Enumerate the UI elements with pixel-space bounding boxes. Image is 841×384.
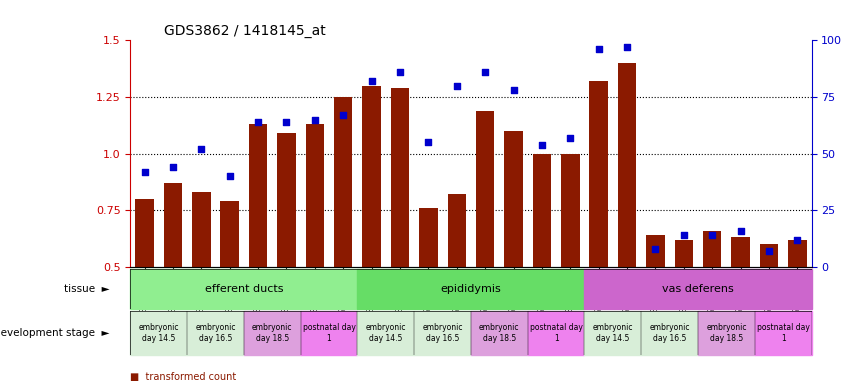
- Text: efferent ducts: efferent ducts: [204, 284, 283, 294]
- Bar: [305, 124, 324, 267]
- Point: [762, 248, 775, 254]
- Bar: [505, 131, 523, 267]
- Text: GDS3862 / 1418145_at: GDS3862 / 1418145_at: [164, 24, 326, 38]
- Bar: [135, 199, 154, 267]
- Bar: [759, 244, 778, 267]
- Text: development stage  ►: development stage ►: [0, 328, 109, 338]
- Text: postnatal day
1: postnatal day 1: [530, 323, 583, 343]
- Text: embryonic
day 14.5: embryonic day 14.5: [139, 323, 179, 343]
- Bar: [249, 124, 267, 267]
- Bar: [447, 194, 466, 267]
- Point: [336, 112, 350, 118]
- Text: embryonic
day 14.5: embryonic day 14.5: [366, 323, 406, 343]
- Bar: [703, 231, 722, 267]
- Point: [706, 232, 719, 238]
- Bar: [476, 111, 495, 267]
- Point: [535, 141, 548, 147]
- Bar: [646, 235, 664, 267]
- Point: [677, 232, 690, 238]
- Bar: [641, 311, 698, 355]
- Bar: [698, 311, 755, 355]
- Text: embryonic
day 16.5: embryonic day 16.5: [649, 323, 690, 343]
- Bar: [532, 154, 551, 267]
- Point: [308, 117, 321, 123]
- Bar: [590, 81, 608, 267]
- Point: [648, 246, 662, 252]
- Bar: [278, 133, 296, 267]
- Text: postnatal day
1: postnatal day 1: [303, 323, 356, 343]
- Point: [365, 78, 378, 84]
- Bar: [528, 311, 584, 355]
- Bar: [561, 154, 579, 267]
- Bar: [300, 311, 357, 355]
- Point: [479, 69, 492, 75]
- Point: [194, 146, 208, 152]
- Bar: [187, 311, 244, 355]
- Point: [280, 119, 294, 125]
- Text: tissue  ►: tissue ►: [64, 284, 109, 294]
- Bar: [244, 311, 300, 355]
- Point: [791, 237, 804, 243]
- Text: postnatal day
1: postnatal day 1: [757, 323, 810, 343]
- Bar: [220, 201, 239, 267]
- Bar: [732, 237, 750, 267]
- Bar: [391, 88, 410, 267]
- Bar: [584, 311, 641, 355]
- Bar: [471, 311, 528, 355]
- Point: [223, 173, 236, 179]
- Bar: [362, 86, 381, 267]
- Point: [507, 87, 521, 93]
- Bar: [192, 192, 210, 267]
- Bar: [584, 269, 812, 309]
- Bar: [419, 208, 437, 267]
- Point: [251, 119, 265, 125]
- Text: embryonic
day 18.5: embryonic day 18.5: [479, 323, 520, 343]
- Point: [592, 46, 606, 53]
- Text: embryonic
day 18.5: embryonic day 18.5: [706, 323, 747, 343]
- Point: [421, 139, 435, 146]
- Point: [563, 135, 577, 141]
- Text: embryonic
day 16.5: embryonic day 16.5: [422, 323, 463, 343]
- Text: epididymis: epididymis: [441, 284, 501, 294]
- Text: ■  transformed count: ■ transformed count: [130, 372, 236, 382]
- Bar: [164, 183, 182, 267]
- Bar: [674, 240, 693, 267]
- Bar: [618, 63, 637, 267]
- Point: [734, 228, 748, 234]
- Point: [450, 83, 463, 89]
- Text: embryonic
day 16.5: embryonic day 16.5: [195, 323, 235, 343]
- Bar: [357, 269, 584, 309]
- Bar: [130, 269, 357, 309]
- Point: [167, 164, 180, 170]
- Bar: [788, 240, 807, 267]
- Bar: [334, 97, 352, 267]
- Text: vas deferens: vas deferens: [662, 284, 734, 294]
- Point: [621, 44, 634, 50]
- Bar: [414, 311, 471, 355]
- Point: [394, 69, 407, 75]
- Bar: [754, 311, 812, 355]
- Text: embryonic
day 18.5: embryonic day 18.5: [252, 323, 293, 343]
- Point: [138, 169, 151, 175]
- Text: embryonic
day 14.5: embryonic day 14.5: [593, 323, 633, 343]
- Bar: [357, 311, 414, 355]
- Bar: [130, 311, 187, 355]
